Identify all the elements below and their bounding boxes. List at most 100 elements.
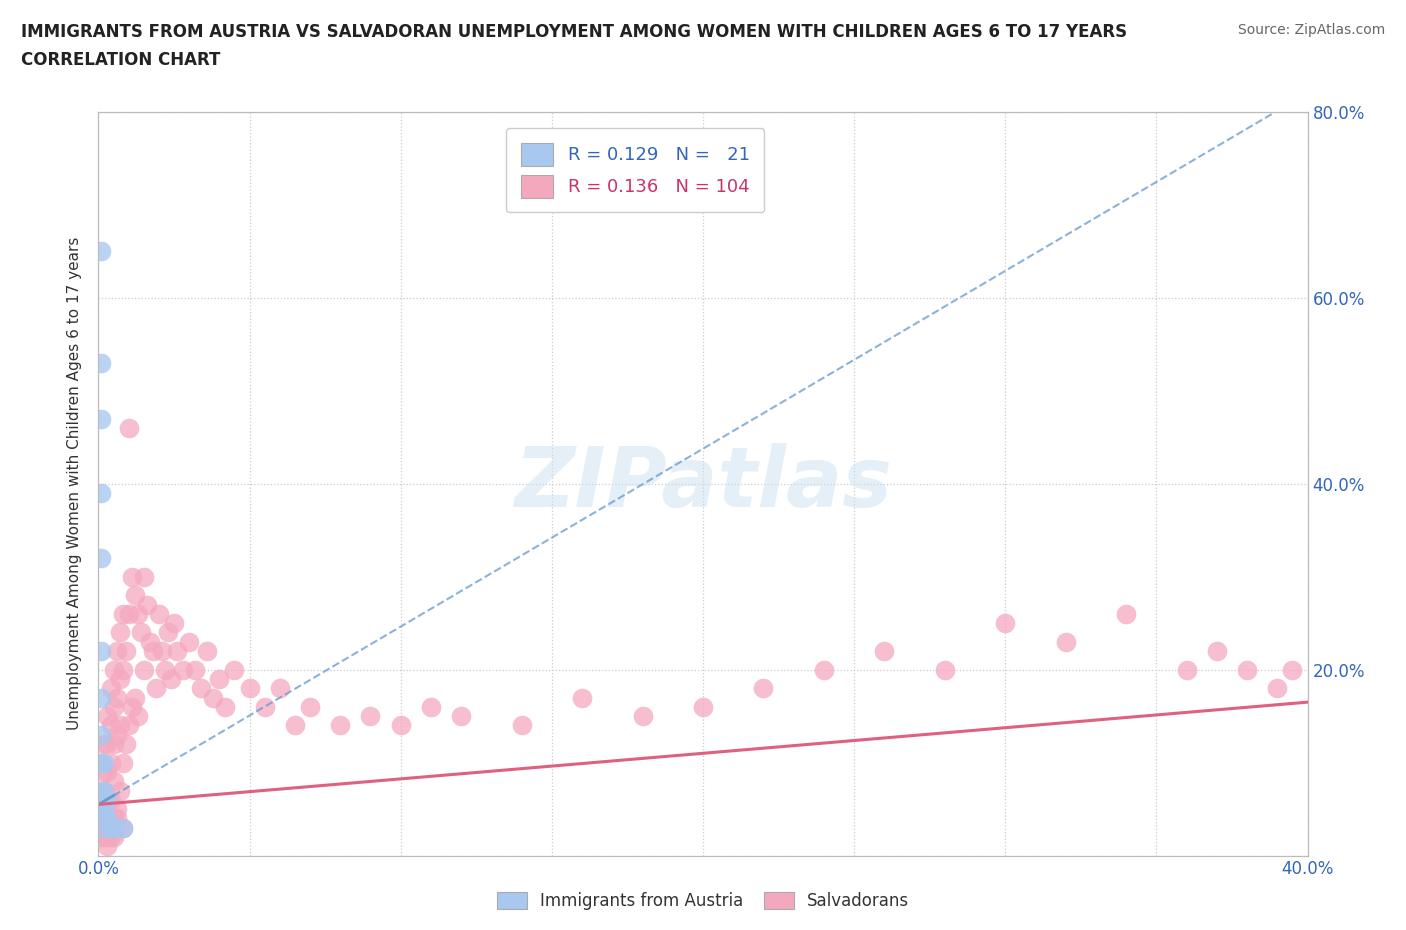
Point <box>172 662 194 677</box>
Point <box>96 737 118 751</box>
Point <box>96 792 118 807</box>
Point <box>108 718 131 733</box>
Point <box>90 830 112 844</box>
Point <box>127 606 149 621</box>
Point <box>111 662 134 677</box>
Point <box>90 783 112 798</box>
Point <box>420 699 443 714</box>
Legend: Immigrants from Austria, Salvadorans: Immigrants from Austria, Salvadorans <box>491 885 915 917</box>
Point <box>111 820 134 835</box>
Point <box>150 644 173 658</box>
Point <box>184 662 207 677</box>
Text: Source: ZipAtlas.com: Source: ZipAtlas.com <box>1237 23 1385 37</box>
Point <box>100 820 122 835</box>
Point <box>571 690 593 705</box>
Point <box>100 755 122 770</box>
Point <box>132 662 155 677</box>
Point <box>96 811 118 826</box>
Point <box>153 662 176 677</box>
Point <box>224 662 246 677</box>
Point <box>105 727 128 742</box>
Point <box>103 774 125 789</box>
Point <box>96 709 118 724</box>
Point <box>1267 681 1289 696</box>
Point <box>214 699 236 714</box>
Point <box>253 699 276 714</box>
Text: ZIPatlas: ZIPatlas <box>515 443 891 525</box>
Point <box>103 737 125 751</box>
Point <box>132 569 155 584</box>
Point <box>114 644 136 658</box>
Point <box>124 588 146 603</box>
Point <box>90 755 112 770</box>
Point <box>202 690 225 705</box>
Point <box>124 690 146 705</box>
Point <box>1236 662 1258 677</box>
Point <box>90 783 112 798</box>
Point <box>1206 644 1229 658</box>
Point <box>873 644 896 658</box>
Point <box>269 681 291 696</box>
Point <box>389 718 412 733</box>
Point <box>90 355 112 370</box>
Point <box>166 644 188 658</box>
Point <box>100 718 122 733</box>
Point <box>90 644 112 658</box>
Y-axis label: Unemployment Among Women with Children Ages 6 to 17 years: Unemployment Among Women with Children A… <box>67 237 83 730</box>
Point <box>813 662 835 677</box>
Point <box>195 644 218 658</box>
Point <box>108 671 131 686</box>
Point <box>90 820 112 835</box>
Point <box>1115 606 1137 621</box>
Point <box>96 820 118 835</box>
Point <box>96 839 118 854</box>
Point <box>163 616 186 631</box>
Point <box>145 681 167 696</box>
Point <box>90 802 112 817</box>
Text: CORRELATION CHART: CORRELATION CHART <box>21 51 221 69</box>
Point <box>103 699 125 714</box>
Point <box>284 718 307 733</box>
Point <box>96 830 118 844</box>
Point <box>139 634 162 649</box>
Point <box>148 606 170 621</box>
Point <box>142 644 165 658</box>
Point <box>90 690 112 705</box>
Point <box>111 755 134 770</box>
Point <box>103 820 125 835</box>
Point <box>93 783 115 798</box>
Point <box>90 551 112 565</box>
Point <box>1054 634 1077 649</box>
Point <box>631 709 654 724</box>
Point <box>108 625 131 640</box>
Point <box>114 737 136 751</box>
Point <box>121 699 143 714</box>
Point <box>118 718 141 733</box>
Point <box>934 662 956 677</box>
Point <box>103 830 125 844</box>
Point <box>93 820 115 835</box>
Point <box>510 718 533 733</box>
Point <box>90 411 112 426</box>
Point <box>96 764 118 779</box>
Point <box>90 727 112 742</box>
Point <box>96 811 118 826</box>
Point <box>360 709 382 724</box>
Point <box>103 811 125 826</box>
Point <box>329 718 352 733</box>
Point <box>93 830 115 844</box>
Point <box>190 681 212 696</box>
Point <box>90 244 112 259</box>
Point <box>100 830 122 844</box>
Point <box>105 811 128 826</box>
Point <box>111 820 134 835</box>
Point <box>93 830 115 844</box>
Point <box>208 671 231 686</box>
Point <box>994 616 1017 631</box>
Point <box>93 737 115 751</box>
Point <box>239 681 262 696</box>
Point <box>111 606 134 621</box>
Point <box>108 783 131 798</box>
Point <box>156 625 179 640</box>
Text: IMMIGRANTS FROM AUSTRIA VS SALVADORAN UNEMPLOYMENT AMONG WOMEN WITH CHILDREN AGE: IMMIGRANTS FROM AUSTRIA VS SALVADORAN UN… <box>21 23 1128 41</box>
